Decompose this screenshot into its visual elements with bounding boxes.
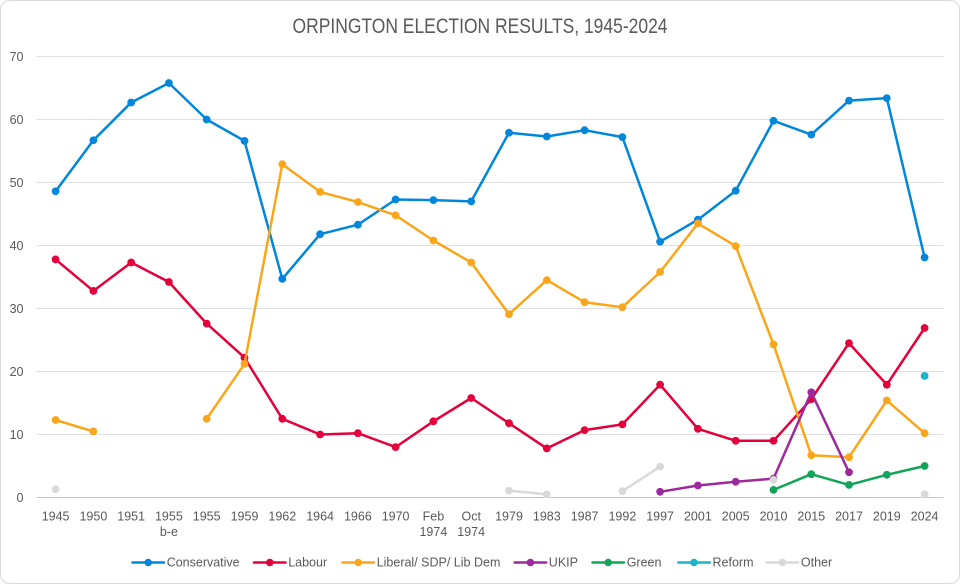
svg-text:2019: 2019 <box>873 510 901 524</box>
svg-text:1992: 1992 <box>608 510 636 524</box>
svg-text:1950: 1950 <box>79 510 107 524</box>
svg-text:1955: 1955 <box>155 510 183 524</box>
svg-text:2005: 2005 <box>722 510 750 524</box>
svg-text:1979: 1979 <box>495 510 523 524</box>
svg-text:1959: 1959 <box>231 510 259 524</box>
svg-text:1966: 1966 <box>344 510 372 524</box>
svg-text:1997: 1997 <box>646 510 674 524</box>
svg-text:1951: 1951 <box>117 510 145 524</box>
svg-text:UKIP: UKIP <box>549 556 578 570</box>
svg-text:1964: 1964 <box>306 510 334 524</box>
svg-text:1970: 1970 <box>382 510 410 524</box>
svg-text:1983: 1983 <box>533 510 561 524</box>
svg-text:Reform: Reform <box>713 556 754 570</box>
svg-text:1962: 1962 <box>268 510 296 524</box>
svg-text:1945: 1945 <box>42 510 70 524</box>
svg-text:50: 50 <box>10 176 24 190</box>
svg-text:2001: 2001 <box>684 510 712 524</box>
svg-text:30: 30 <box>10 302 24 316</box>
svg-text:2024: 2024 <box>911 510 939 524</box>
svg-text:40: 40 <box>10 239 24 253</box>
svg-text:1955: 1955 <box>193 510 221 524</box>
svg-text:1987: 1987 <box>571 510 599 524</box>
svg-text:Liberal/ SDP/ Lib Dem: Liberal/ SDP/ Lib Dem <box>377 556 501 570</box>
svg-text:b-e: b-e <box>160 525 178 539</box>
svg-text:70: 70 <box>10 50 24 64</box>
svg-text:Labour: Labour <box>288 556 327 570</box>
svg-text:Feb: Feb <box>423 510 445 524</box>
svg-text:Other: Other <box>801 556 832 570</box>
svg-text:2010: 2010 <box>760 510 788 524</box>
svg-text:10: 10 <box>10 428 24 442</box>
svg-text:Conservative: Conservative <box>167 556 240 570</box>
svg-text:Oct: Oct <box>461 510 481 524</box>
svg-text:60: 60 <box>10 113 24 127</box>
svg-text:1974: 1974 <box>419 525 447 539</box>
svg-text:1974: 1974 <box>457 525 485 539</box>
svg-text:0: 0 <box>17 491 24 505</box>
svg-text:2015: 2015 <box>797 510 825 524</box>
svg-text:Green: Green <box>627 556 662 570</box>
svg-text:ORPINGTON ELECTION RESULTS, 19: ORPINGTON ELECTION RESULTS, 1945-2024 <box>293 14 668 38</box>
svg-text:2017: 2017 <box>835 510 863 524</box>
svg-text:20: 20 <box>10 365 24 379</box>
